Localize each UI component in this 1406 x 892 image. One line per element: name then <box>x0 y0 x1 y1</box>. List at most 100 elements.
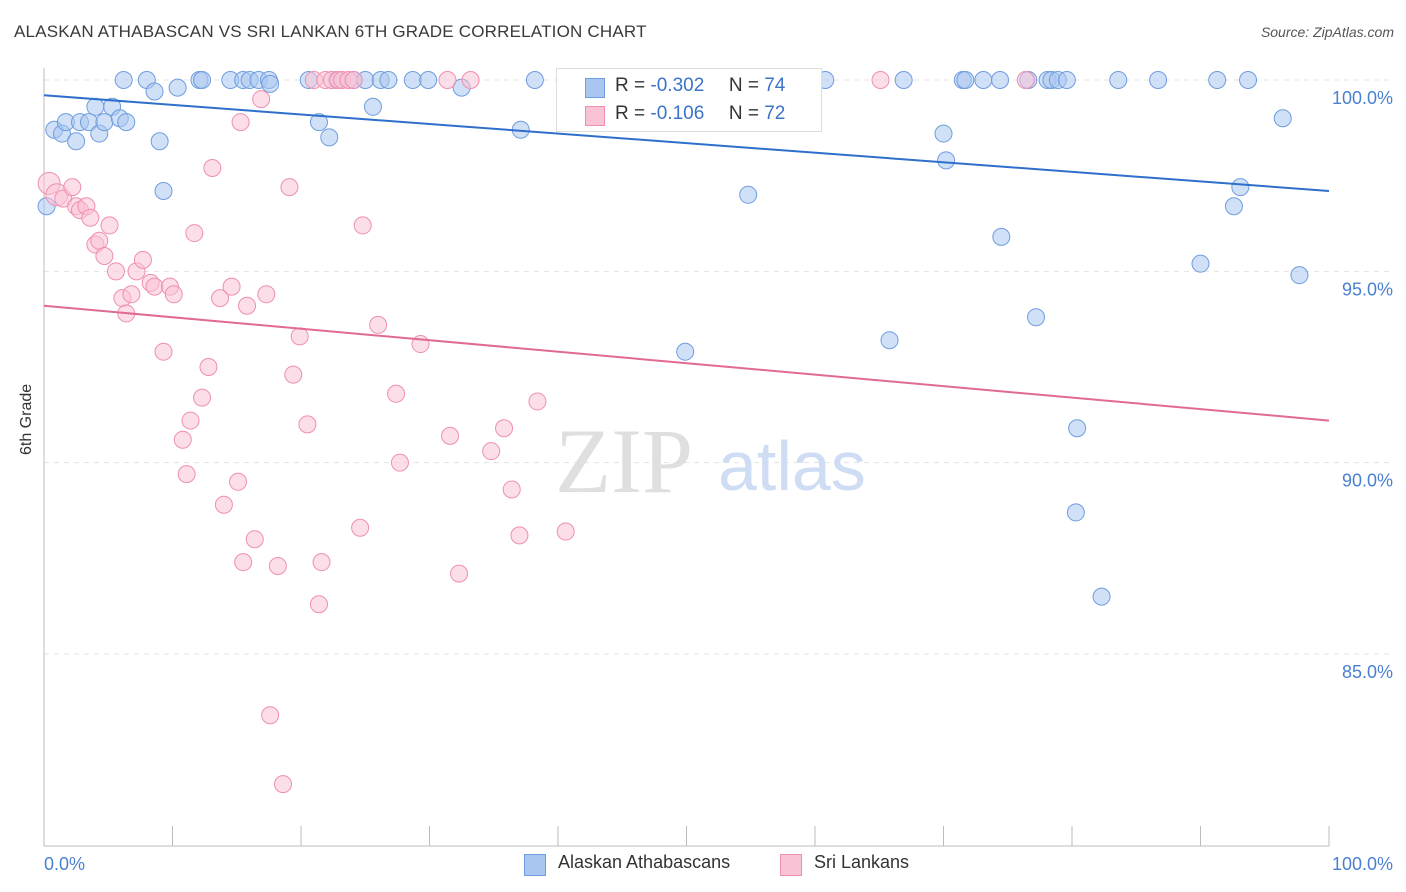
point-athabascan <box>1027 308 1046 327</box>
point-srilankan <box>193 388 212 407</box>
point-athabascan <box>261 74 280 93</box>
point-athabascan <box>1149 71 1168 89</box>
point-athabascan <box>992 227 1011 246</box>
point-srilankan <box>312 553 331 572</box>
point-athabascan <box>991 71 1010 89</box>
point-srilankan <box>261 706 280 725</box>
point-athabascan <box>525 71 544 89</box>
trendline-srilankan <box>43 304 1330 422</box>
trendline-athabascan <box>43 94 1330 192</box>
point-srilankan <box>164 285 183 304</box>
point-srilankan <box>95 247 114 266</box>
point-athabascan <box>1066 503 1085 522</box>
point-srilankan <box>238 296 257 315</box>
point-srilankan <box>268 556 287 575</box>
point-athabascan <box>1239 71 1258 89</box>
point-srilankan <box>284 365 303 384</box>
point-athabascan <box>880 331 899 350</box>
point-srilankan <box>211 289 230 308</box>
data-points <box>37 71 1309 794</box>
point-athabascan <box>145 82 164 101</box>
legend-swatch-athabascan <box>585 78 605 98</box>
point-athabascan <box>86 97 105 116</box>
y-tick-label: 100.0% <box>1332 88 1393 108</box>
tick-labels: 85.0% 90.0% 95.0% 100.0% 0.0% 100.0% <box>44 88 1393 874</box>
point-athabascan <box>934 124 953 143</box>
point-athabascan <box>739 185 758 204</box>
point-srilankan <box>369 315 388 334</box>
point-athabascan <box>403 71 422 89</box>
y-tick-label: 95.0% <box>1342 279 1393 299</box>
series-legend: Alaskan Athabascans Sri Lankans <box>0 852 1406 878</box>
point-srilankan <box>177 465 196 484</box>
legend-label-srilankan: Sri Lankans <box>814 852 910 872</box>
trend-lines <box>43 94 1330 422</box>
point-srilankan <box>1016 71 1035 89</box>
point-srilankan <box>185 224 204 243</box>
chart-title: ALASKAN ATHABASCAN VS SRI LANKAN 6TH GRA… <box>14 22 647 41</box>
point-athabascan <box>1231 178 1250 197</box>
n-value-athabascan: 74 <box>764 75 786 96</box>
legend-row-athabascan: R = -0.302 N = 74 <box>557 73 821 101</box>
point-athabascan <box>309 113 328 132</box>
point-srilankan <box>309 595 328 614</box>
point-srilankan <box>390 453 409 472</box>
point-srilankan <box>234 553 253 572</box>
point-srilankan <box>245 530 264 549</box>
watermark-zip: ZIP <box>555 410 693 512</box>
point-srilankan <box>450 564 469 583</box>
point-srilankan <box>252 90 271 109</box>
point-athabascan <box>1092 587 1111 606</box>
point-srilankan <box>133 250 152 269</box>
point-srilankan <box>510 526 529 545</box>
y-tick-label: 85.0% <box>1342 662 1393 682</box>
point-srilankan <box>353 216 372 235</box>
point-srilankan <box>461 71 480 89</box>
point-athabascan <box>1191 254 1210 273</box>
point-srilankan <box>181 411 200 430</box>
r-value-srilankan: -0.106 <box>650 103 705 124</box>
n-label: N = <box>728 75 759 96</box>
point-athabascan <box>117 113 136 132</box>
point-athabascan <box>1109 71 1128 89</box>
legend-swatch-srilankan <box>585 106 605 126</box>
point-athabascan <box>154 181 173 200</box>
point-srilankan <box>231 113 250 132</box>
point-srilankan <box>81 208 100 227</box>
point-athabascan <box>95 113 114 132</box>
point-srilankan <box>90 231 109 250</box>
point-athabascan <box>363 97 382 116</box>
point-athabascan <box>1068 419 1087 438</box>
point-srilankan <box>351 518 370 537</box>
n-value-srilankan: 72 <box>764 103 786 124</box>
point-srilankan <box>214 495 233 514</box>
point-srilankan <box>203 159 222 178</box>
point-srilankan <box>274 775 293 794</box>
r-label: R = <box>615 75 646 96</box>
point-srilankan <box>502 480 521 499</box>
x-tick-label: 0.0% <box>44 854 85 874</box>
point-srilankan <box>344 71 363 89</box>
point-srilankan <box>173 430 192 449</box>
point-srilankan <box>528 392 547 411</box>
point-srilankan <box>298 415 317 434</box>
point-athabascan <box>1208 71 1227 89</box>
point-athabascan <box>168 78 187 97</box>
point-srilankan <box>482 442 501 461</box>
point-srilankan <box>441 426 460 445</box>
point-athabascan <box>974 71 993 89</box>
point-srilankan <box>100 216 119 235</box>
point-athabascan <box>193 71 212 89</box>
point-athabascan <box>419 71 438 89</box>
correlation-legend: R = -0.302 N = 74 R = -0.106 N = 72 <box>556 68 822 132</box>
legend-swatch-srilankan <box>780 854 802 876</box>
legend-row-srilankan: R = -0.106 N = 72 <box>557 101 821 129</box>
point-athabascan <box>320 128 339 147</box>
point-athabascan <box>114 71 133 89</box>
point-srilankan <box>290 327 309 346</box>
r-value-athabascan: -0.302 <box>650 75 705 96</box>
n-label: N = <box>728 103 759 124</box>
watermark-atlas: atlas <box>718 427 866 505</box>
point-srilankan <box>387 384 406 403</box>
